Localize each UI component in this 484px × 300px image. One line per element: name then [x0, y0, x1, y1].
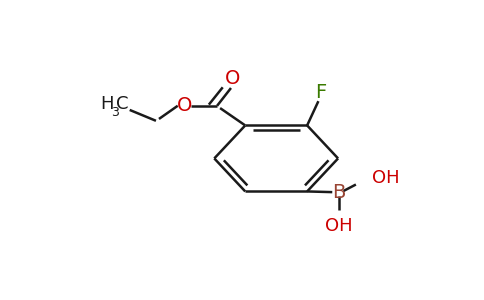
Text: OH: OH	[325, 217, 353, 235]
Text: O: O	[176, 96, 192, 115]
Text: C: C	[116, 95, 128, 113]
Text: F: F	[315, 83, 326, 102]
Text: H: H	[101, 95, 114, 113]
Text: O: O	[225, 69, 241, 88]
Text: 3: 3	[111, 106, 119, 119]
Text: B: B	[333, 183, 346, 202]
Text: OH: OH	[372, 169, 399, 187]
